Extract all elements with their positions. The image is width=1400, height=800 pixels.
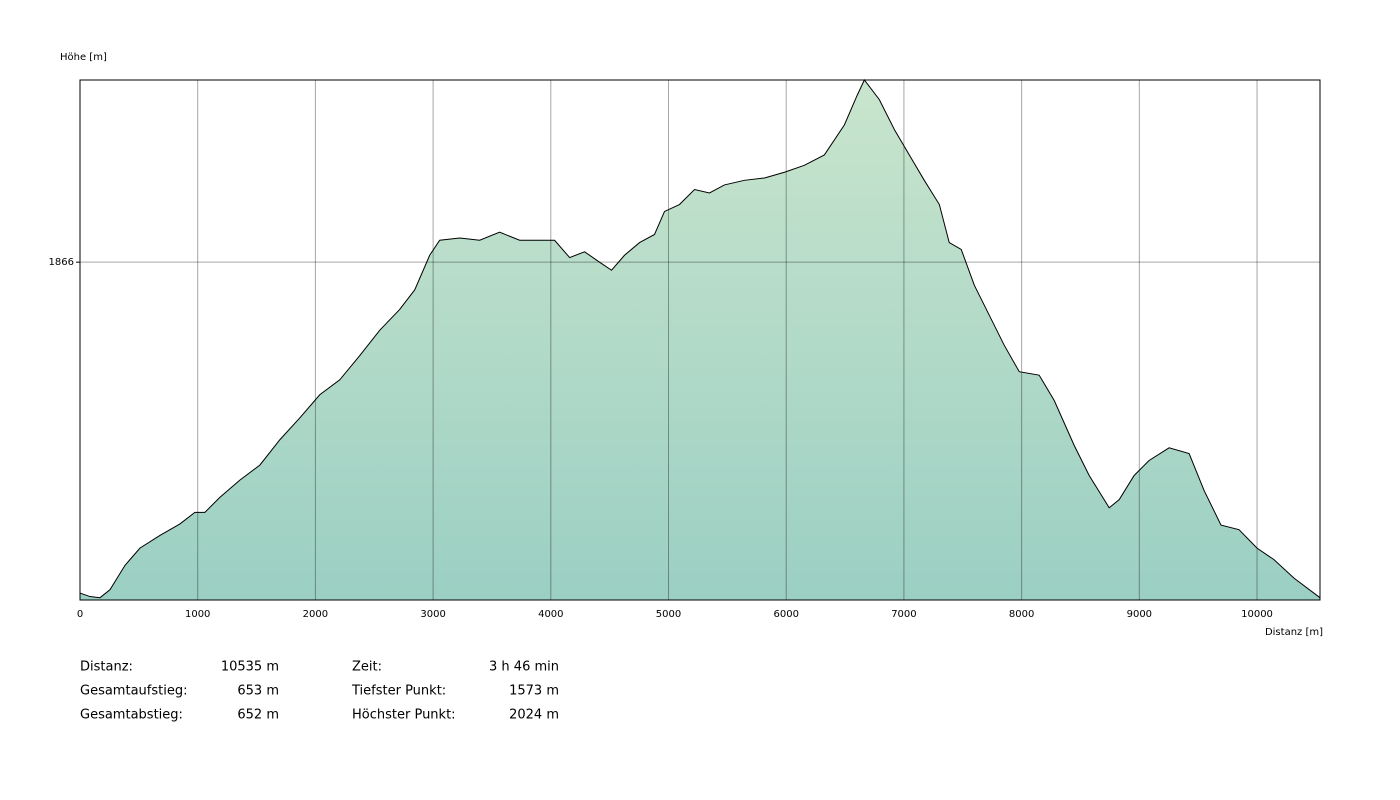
- stat-value: 10535 m: [221, 660, 279, 675]
- x-tick-label: 2000: [303, 609, 328, 620]
- stat-label: Höchster Punkt:: [352, 708, 456, 723]
- y-tick-label: 1866: [49, 257, 74, 268]
- elevation-line: [79, 79, 1321, 599]
- x-tick-label: 10000: [1241, 609, 1273, 620]
- stat-value: 2024 m: [509, 708, 559, 723]
- x-tick-label: 3000: [420, 609, 445, 620]
- x-tick-label: 6000: [773, 609, 798, 620]
- stat-value: 1573 m: [509, 684, 559, 699]
- stat-label: Gesamtabstieg:: [80, 708, 183, 723]
- stat-value: 653 m: [237, 684, 279, 699]
- stat-label: Tiefster Punkt:: [351, 684, 446, 699]
- y-axis-label: Höhe [m]: [60, 52, 107, 63]
- plot-frame: [79, 79, 1321, 601]
- elevation-area: [80, 80, 1320, 600]
- stat-label: Zeit:: [352, 660, 382, 675]
- x-axis-label: Distanz [m]: [1265, 627, 1323, 638]
- x-tick-label: 5000: [656, 609, 681, 620]
- x-tick-label: 1000: [185, 609, 210, 620]
- x-tick-label: 9000: [1127, 609, 1152, 620]
- x-tick-label: 0: [77, 609, 83, 620]
- stat-label: Distanz:: [80, 660, 133, 675]
- x-tick-label: 8000: [1009, 609, 1034, 620]
- stat-label: Gesamtaufstieg:: [80, 684, 187, 699]
- x-tick-label: 7000: [891, 609, 916, 620]
- stat-value: 652 m: [237, 708, 279, 723]
- stat-value: 3 h 46 min: [489, 660, 559, 675]
- x-tick-label: 4000: [538, 609, 563, 620]
